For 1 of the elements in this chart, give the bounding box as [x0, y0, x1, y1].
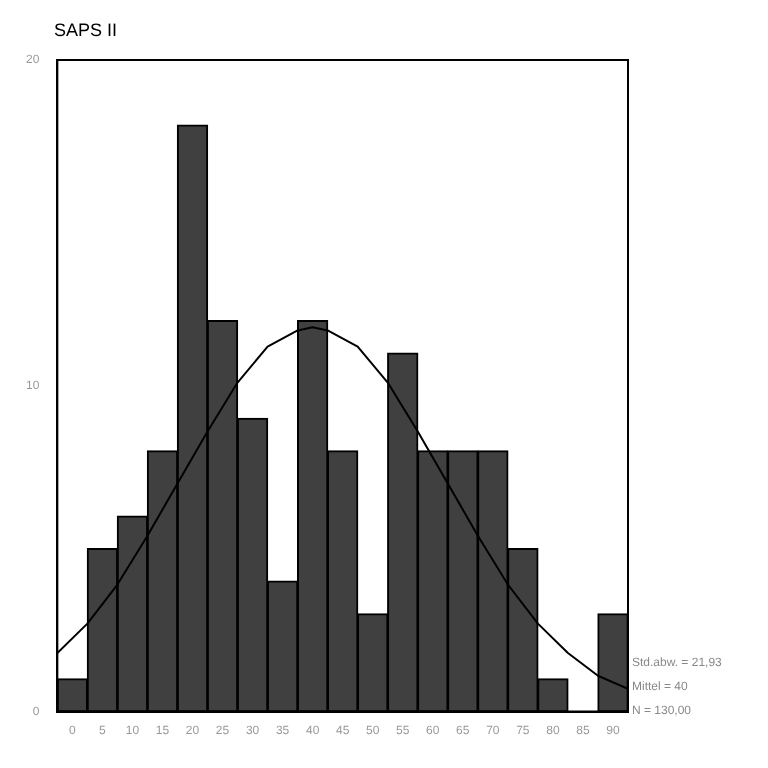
- chart-title: SAPS II: [54, 20, 118, 40]
